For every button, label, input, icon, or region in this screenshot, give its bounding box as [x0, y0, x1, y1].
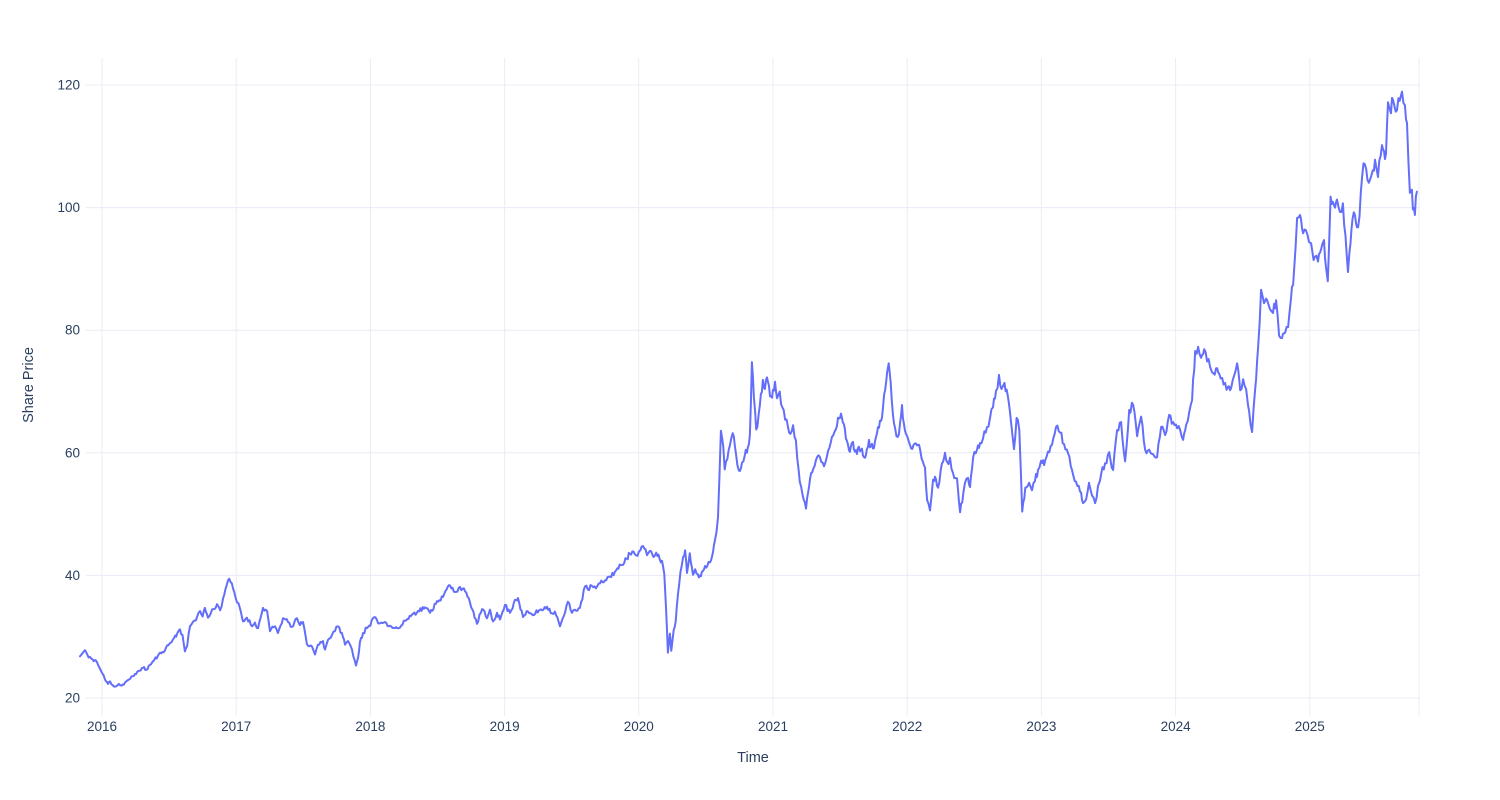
- x-axis-title: Time: [737, 750, 769, 766]
- x-tick-label: 2017: [221, 719, 251, 734]
- vertical-gridlines: [101, 58, 1420, 716]
- x-tick-label: 2022: [892, 719, 922, 734]
- y-tick-label: 20: [65, 691, 80, 706]
- y-axis-title: Share Price: [21, 347, 37, 423]
- horizontal-gridlines: [86, 84, 1420, 699]
- y-tick-label: 60: [65, 445, 80, 460]
- x-tick-label: 2021: [758, 719, 788, 734]
- price-line-series: [79, 90, 1418, 688]
- x-tick-label: 2023: [1026, 719, 1056, 734]
- x-tick-label: 2024: [1161, 719, 1192, 734]
- x-tick-label: 2025: [1295, 719, 1325, 734]
- y-tick-label: 40: [65, 568, 80, 583]
- y-tick-label: 120: [57, 78, 80, 93]
- x-axis-tick-labels: 2016 2017 2018 2019 2020 2021 2022 2023 2024 2025: [87, 719, 1325, 734]
- y-axis-tick-labels: 20 40 60 80 100 120: [57, 78, 80, 706]
- x-tick-label: 2018: [355, 719, 385, 734]
- y-tick-label: 80: [65, 323, 80, 338]
- y-tick-label: 100: [57, 200, 80, 215]
- x-tick-label: 2020: [624, 719, 654, 734]
- x-tick-label: 2016: [87, 719, 117, 734]
- x-tick-label: 2019: [490, 719, 520, 734]
